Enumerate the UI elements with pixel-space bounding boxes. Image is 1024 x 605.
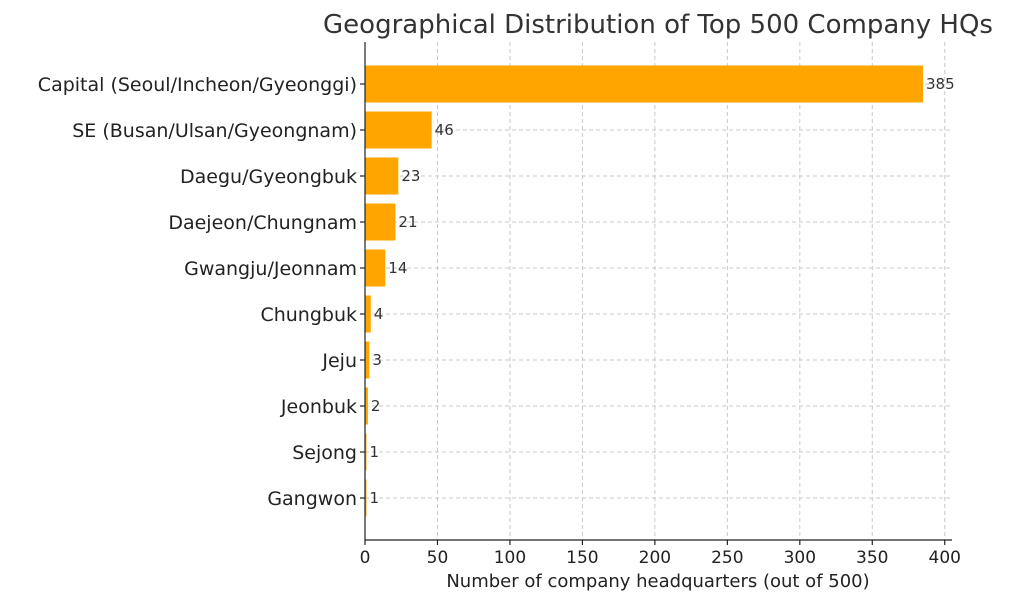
category-label: Daegu/Gyeongbuk (180, 166, 357, 188)
bar-value-label: 21 (398, 213, 417, 231)
bar (365, 203, 396, 241)
category-label: Gwangju/Jeonnam (184, 258, 357, 280)
x-tick-label: 200 (639, 548, 671, 568)
category-label: Chungbuk (260, 304, 357, 326)
bar (365, 65, 924, 103)
bar-value-label: 1 (369, 443, 379, 461)
bar (365, 111, 432, 149)
x-tick-label: 350 (856, 548, 888, 568)
bar (365, 341, 370, 379)
category-label: SE (Busan/Ulsan/Gyeongnam) (72, 120, 357, 142)
bar (365, 157, 399, 195)
bar-value-label: 4 (374, 305, 384, 323)
bar (365, 249, 386, 287)
x-tick-label: 100 (494, 548, 526, 568)
bar-value-label: 14 (388, 259, 407, 277)
bar-value-label: 46 (435, 121, 454, 139)
bar-value-label: 385 (926, 75, 955, 93)
x-tick-label: 300 (784, 548, 816, 568)
x-tick-label: 400 (929, 548, 961, 568)
bars (365, 65, 924, 517)
bar-value-label: 1 (369, 489, 379, 507)
grid-lines (364, 42, 952, 540)
category-label: Jeonbuk (280, 396, 357, 418)
x-tick-label: 250 (711, 548, 743, 568)
bar-value-label: 3 (372, 351, 382, 369)
category-label: Sejong (292, 442, 357, 464)
bar (365, 479, 367, 517)
labels: 385 Capital (Seoul/Incheon/Gyeonggi) 46 SE … (38, 74, 961, 568)
bar (365, 387, 368, 425)
bar (365, 295, 371, 333)
x-tick-label: 150 (566, 548, 598, 568)
x-tick-label: 0 (360, 548, 371, 568)
axes (360, 42, 952, 545)
x-tick-label: 50 (427, 548, 449, 568)
bar-value-label: 2 (371, 397, 381, 415)
chart-title: Geographical Distribution of Top 500 Com… (323, 10, 993, 40)
category-label: Gangwon (267, 488, 357, 510)
category-label: Jeju (321, 350, 357, 372)
bar-value-label: 23 (401, 167, 420, 185)
x-axis-label: Number of company headquarters (out of 5… (446, 571, 869, 592)
bar (365, 433, 367, 471)
category-label: Capital (Seoul/Incheon/Gyeonggi) (38, 74, 357, 96)
category-label: Daejeon/Chungnam (168, 212, 357, 234)
